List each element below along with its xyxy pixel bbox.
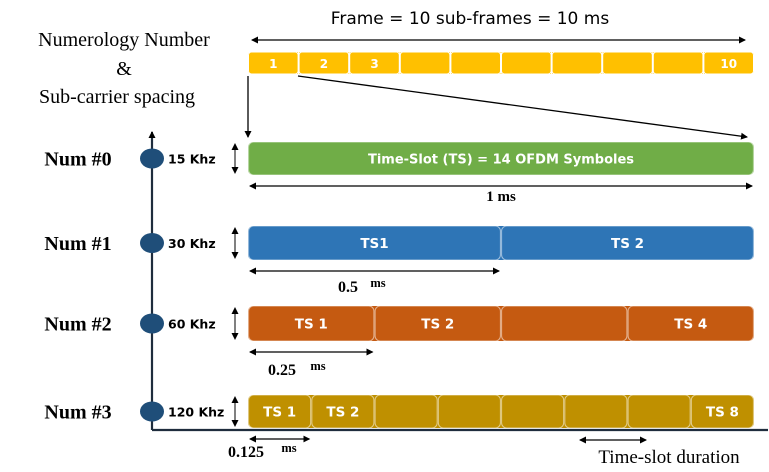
subframe-7 (551, 51, 603, 75)
slot-duration-unit: ms (370, 276, 385, 290)
time-slot-1 (248, 394, 312, 429)
subframe-8 (602, 51, 653, 75)
time-slot-label: TS 8 (706, 405, 739, 421)
subframe-9 (652, 51, 704, 75)
frame-title: Frame = 10 sub-frames = 10 ms (331, 9, 610, 29)
slot-duration-value: 0.125 (228, 444, 264, 461)
numerology-dot (140, 148, 164, 169)
time-slot-7 (627, 394, 691, 429)
time-slot-4 (437, 394, 501, 429)
numerology-name: Num #0 (44, 149, 111, 171)
numerology-row-3: Num #3 120 Khz TS 1 TS 2 TS 8 0.125 ms (44, 394, 754, 461)
subframe-6 (501, 51, 552, 75)
numerology-name: Num #2 (44, 314, 111, 336)
slot-bar-background (248, 395, 754, 428)
time-slot-1 (248, 141, 754, 176)
time-slot-label: TS 2 (611, 236, 644, 252)
time-slot-label: TS 4 (674, 317, 707, 333)
time-slot-1 (248, 305, 375, 342)
side-label-line2: & (116, 58, 132, 80)
subcarrier-spacing-label: 60 Khz (168, 317, 216, 332)
subframe-label: 10 (720, 57, 737, 71)
slot-duration-value: 0.25 (268, 362, 296, 379)
side-label-line1: Numerology Number (38, 29, 210, 51)
slot-duration-unit: ms (310, 359, 325, 373)
slot-duration-unit: ms (281, 441, 296, 455)
numerology-name: Num #1 (44, 233, 111, 255)
time-slot-label: TS 1 (295, 317, 328, 333)
time-slot-duration-legend: Time-slot duration (598, 447, 740, 468)
time-slot-2 (501, 225, 754, 261)
slot-duration-label: 1 ms (486, 189, 516, 205)
numerology-dot (140, 313, 164, 334)
subcarrier-spacing-label: 15 Khz (168, 152, 216, 167)
numerology-dot (140, 401, 164, 422)
subframe-label: 1 (269, 57, 277, 71)
time-slot-label: TS 2 (326, 405, 359, 421)
time-slot-label: TS 1 (263, 405, 296, 421)
time-slot-5 (501, 394, 565, 429)
time-slot-4 (627, 305, 754, 342)
subframe-label: 3 (370, 57, 378, 71)
numerology-name: Num #3 (44, 402, 111, 424)
numerology-dot (140, 233, 164, 253)
numerology-row-2: Num #2 60 Khz TS 1 TS 2 TS 4 0.25 ms (44, 305, 754, 379)
slot-bar-background (248, 306, 754, 341)
subframe-4 (399, 51, 451, 75)
subframe-label: 2 (320, 57, 328, 71)
frame-bar: 1 2 3 10 (248, 51, 755, 75)
zoom-line-right (297, 75, 748, 140)
time-slot-2 (311, 394, 375, 429)
time-slot-3 (501, 305, 628, 342)
time-slot-1 (248, 225, 501, 261)
time-slot-label: Time-Slot (TS) = 14 OFDM Symboles (368, 153, 634, 168)
time-slot-6 (564, 394, 628, 429)
numerology-rows: Num #0 15 Khz Time-Slot (TS) = 14 OFDM Sym… (44, 141, 754, 461)
slot-duration-value: 0.5 (338, 279, 358, 296)
numerology-row-0: Num #0 15 Khz Time-Slot (TS) = 14 OFDM Sym… (44, 141, 754, 205)
time-slot-2 (374, 305, 501, 342)
time-slot-8 (690, 394, 754, 429)
time-slot-label: TS1 (360, 236, 388, 252)
subframe-5 (450, 51, 501, 75)
side-label-line3: Sub-carrier spacing (39, 86, 195, 108)
numerology-row-1: Num #1 30 Khz TS1 TS 2 0.5 ms (44, 225, 754, 296)
subcarrier-spacing-label: 30 Khz (168, 236, 216, 251)
subcarrier-spacing-label: 120 Khz (168, 405, 224, 420)
time-slot-label: TS 2 (421, 317, 454, 333)
time-slot-3 (374, 394, 438, 429)
